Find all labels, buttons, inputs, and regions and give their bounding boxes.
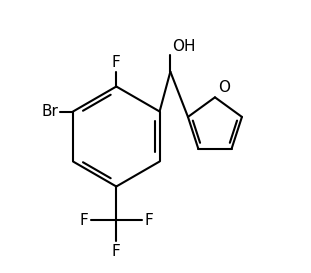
Text: F: F [79,213,88,228]
Text: OH: OH [172,39,195,54]
Text: O: O [218,80,230,95]
Text: F: F [112,55,121,70]
Text: Br: Br [41,104,58,119]
Text: F: F [145,213,153,228]
Text: F: F [112,244,121,259]
